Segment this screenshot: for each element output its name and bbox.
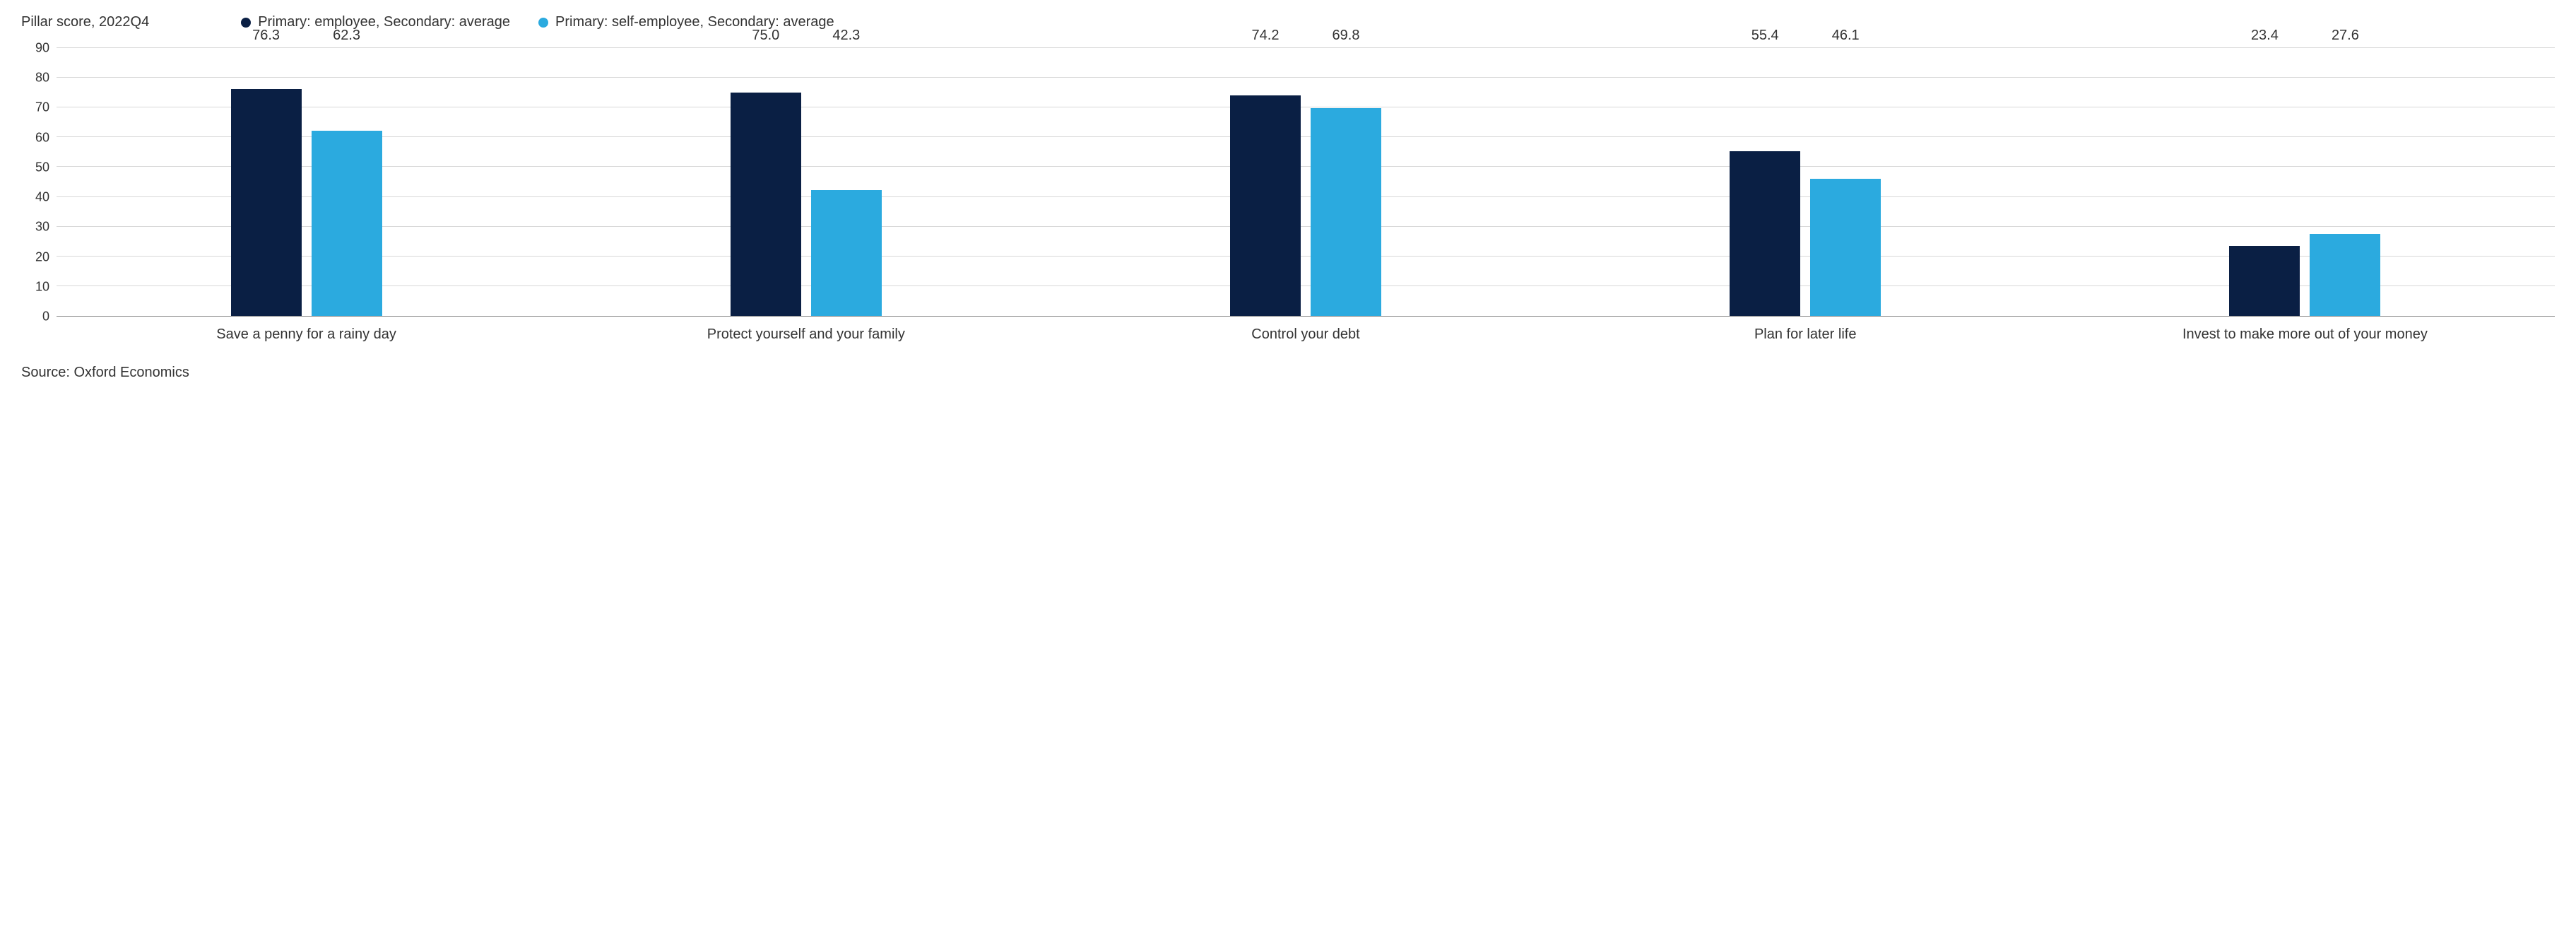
bar-wrap: 76.3 <box>231 48 302 316</box>
bar-group-0: 76.3 62.3 <box>57 48 556 316</box>
bars-row: 76.3 62.3 75.0 42.3 <box>57 48 2555 316</box>
bar-value-label: 62.3 <box>333 28 360 44</box>
bar-wrap: 62.3 <box>312 48 382 316</box>
legend-label-1: Primary: self-employee, Secondary: avera… <box>555 14 834 30</box>
bar-series-1 <box>1810 179 1881 316</box>
bar-wrap: 55.4 <box>1730 48 1800 316</box>
chart-container: Pillar score, 2022Q4 Primary: employee, … <box>0 0 2576 395</box>
y-tick: 30 <box>21 220 49 235</box>
y-tick: 70 <box>21 100 49 115</box>
y-tick: 40 <box>21 190 49 205</box>
chart-subtitle: Pillar score, 2022Q4 <box>21 14 149 30</box>
bar-series-1 <box>1311 108 1381 316</box>
legend-item-0: Primary: employee, Secondary: average <box>241 14 510 30</box>
bar-value-label: 75.0 <box>752 28 779 44</box>
bar-value-label: 27.6 <box>2332 28 2359 44</box>
bar-series-0 <box>731 93 801 316</box>
x-label: Plan for later life <box>1556 325 2055 343</box>
bar-wrap: 69.8 <box>1311 48 1381 316</box>
legend-dot-0 <box>241 18 251 28</box>
x-axis-labels: Save a penny for a rainy day Protect you… <box>57 325 2555 343</box>
y-axis: 0 10 20 30 40 50 60 70 80 90 <box>21 48 57 317</box>
bar-group-1: 75.0 42.3 <box>556 48 1056 316</box>
bar-series-0 <box>1230 95 1301 316</box>
legend-label-0: Primary: employee, Secondary: average <box>258 14 510 30</box>
bar-value-label: 74.2 <box>1252 28 1280 44</box>
bar-value-label: 55.4 <box>1751 28 1779 44</box>
y-tick: 60 <box>21 130 49 145</box>
bar-series-1 <box>312 131 382 316</box>
bar-wrap: 42.3 <box>811 48 882 316</box>
bar-group-4: 23.4 27.6 <box>2055 48 2555 316</box>
y-tick: 50 <box>21 160 49 175</box>
bar-series-0 <box>1730 151 1800 316</box>
chart-legend: Primary: employee, Secondary: average Pr… <box>241 14 834 30</box>
y-tick: 80 <box>21 71 49 86</box>
legend-dot-1 <box>538 18 548 28</box>
chart-source: Source: Oxford Economics <box>21 365 2555 381</box>
bar-wrap: 74.2 <box>1230 48 1301 316</box>
plot-area: 0 10 20 30 40 50 60 70 80 90 76. <box>21 48 2555 317</box>
bar-wrap: 23.4 <box>2229 48 2300 316</box>
bar-value-label: 23.4 <box>2251 28 2279 44</box>
x-label: Save a penny for a rainy day <box>57 325 556 343</box>
bar-group-2: 74.2 69.8 <box>1056 48 1555 316</box>
y-tick: 90 <box>21 41 49 56</box>
grid-and-bars: 76.3 62.3 75.0 42.3 <box>57 48 2555 317</box>
bar-series-0 <box>231 89 302 316</box>
bar-value-label: 76.3 <box>252 28 280 44</box>
x-label: Protect yourself and your family <box>556 325 1056 343</box>
bar-series-0 <box>2229 246 2300 316</box>
chart-header: Pillar score, 2022Q4 Primary: employee, … <box>21 14 2555 30</box>
x-label: Control your debt <box>1056 325 1555 343</box>
bar-series-1 <box>811 190 882 316</box>
y-tick: 20 <box>21 249 49 264</box>
bar-value-label: 42.3 <box>832 28 860 44</box>
y-tick: 10 <box>21 279 49 294</box>
bar-value-label: 46.1 <box>1832 28 1860 44</box>
bar-series-1 <box>2310 234 2380 316</box>
y-tick: 0 <box>21 310 49 324</box>
bar-group-3: 55.4 46.1 <box>1556 48 2055 316</box>
bar-value-label: 69.8 <box>1333 28 1360 44</box>
bar-wrap: 75.0 <box>731 48 801 316</box>
bar-wrap: 27.6 <box>2310 48 2380 316</box>
legend-item-1: Primary: self-employee, Secondary: avera… <box>538 14 834 30</box>
x-label: Invest to make more out of your money <box>2055 325 2555 343</box>
bar-wrap: 46.1 <box>1810 48 1881 316</box>
